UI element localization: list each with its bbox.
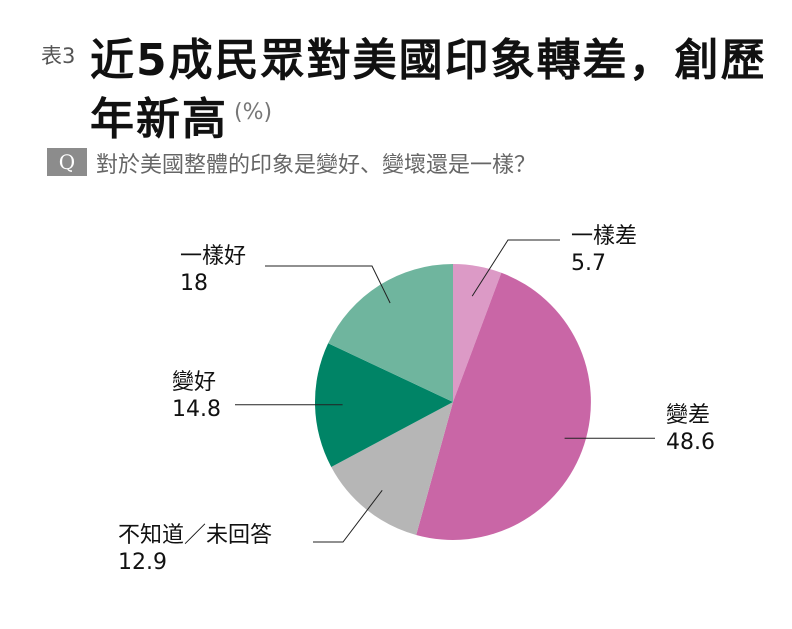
slice-label-name: 變好: [172, 370, 217, 395]
slice-label-1: 變差 48.6: [666, 402, 715, 456]
slice-label-name: 不知道／未回答: [118, 523, 273, 548]
pie-slice-4: [328, 264, 453, 402]
slice-label-name: 一樣差: [571, 224, 638, 249]
slice-label-name: 變差: [666, 403, 711, 428]
pie-slice-3: [314, 343, 453, 467]
leader-line-0: [471, 239, 560, 297]
slice-label-value: 48.6: [666, 430, 715, 455]
question-badge: Q: [47, 148, 87, 176]
pie-slice-0: [453, 264, 502, 402]
pie-slice-2: [331, 402, 453, 535]
question-text: 對於美國整體的印象是變好、變壞還是一樣？: [96, 153, 537, 178]
slice-label-2: 不知道／未回答 12.9: [118, 522, 272, 576]
table-number: 表3: [41, 44, 76, 68]
leader-line-2: [313, 489, 383, 543]
title-line-2: 年新高: [90, 94, 228, 145]
slice-label-value: 18: [180, 271, 208, 296]
unit-label: (%): [234, 100, 273, 125]
slice-label-0: 一樣差 5.7: [571, 223, 637, 277]
slice-label-value: 12.9: [118, 550, 167, 575]
pie-slice-1: [416, 272, 591, 540]
leader-line-4: [265, 265, 391, 304]
slice-label-value: 14.8: [172, 397, 221, 422]
slice-label-name: 一樣好: [180, 244, 247, 269]
slice-label-value: 5.7: [571, 251, 606, 276]
title-line-1: 近5成民眾對美國印象轉差，創歷: [90, 35, 767, 86]
slice-label-4: 一樣好 18: [180, 243, 246, 297]
slice-label-3: 變好 14.8: [172, 369, 221, 423]
